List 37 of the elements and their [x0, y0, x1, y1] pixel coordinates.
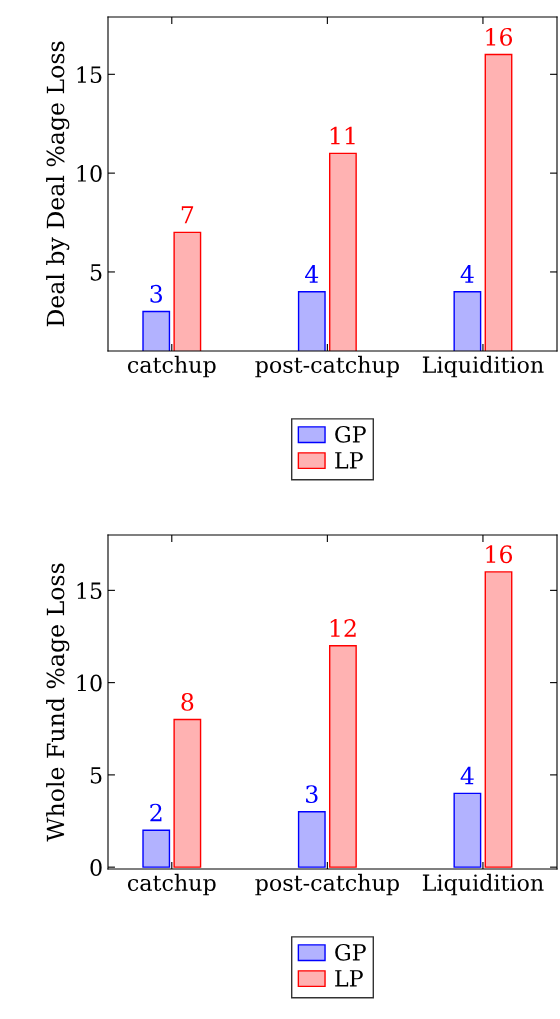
- bar: [329, 645, 357, 868]
- data-label: 16: [486, 545, 513, 564]
- bar: [484, 571, 513, 868]
- y-tick-label: 5: [90, 767, 102, 784]
- x-tick-label: catchup: [127, 355, 216, 378]
- data-label: 4: [460, 265, 474, 283]
- bar: [297, 811, 326, 868]
- y-tick-label: 0: [90, 859, 102, 876]
- y-tick-label: 10: [77, 674, 102, 692]
- bar: [142, 829, 171, 868]
- y-axis-title: Deal by Deal %age Loss: [46, 41, 70, 327]
- data-label: 8: [181, 692, 194, 711]
- y-tick-label: 15: [77, 66, 102, 84]
- data-label: 3: [306, 785, 318, 804]
- data-label: 2: [150, 803, 162, 822]
- x-tick-label: post-catchup: [255, 873, 399, 896]
- legend-label: LP: [335, 970, 363, 987]
- legend-label: LP: [335, 452, 363, 469]
- data-label: 16: [486, 27, 513, 46]
- legend-label: GP: [335, 425, 366, 443]
- data-label: 11: [330, 126, 355, 145]
- bar: [173, 718, 202, 868]
- y-tick-label: 10: [77, 165, 102, 182]
- x-tick-label: catchup: [127, 873, 216, 896]
- data-label: 4: [460, 766, 474, 785]
- x-tick-label: post-catchup: [255, 355, 399, 378]
- y-axis-title: Whole Fund %age Loss: [46, 563, 70, 842]
- y-tick-label: 5: [90, 264, 102, 281]
- legend-label: GP: [335, 943, 366, 961]
- y-tick-label: 15: [77, 582, 102, 600]
- data-label: 7: [181, 206, 194, 224]
- bar: [453, 792, 482, 868]
- data-label: 4: [305, 265, 319, 283]
- x-tick-label: Liquidition: [422, 355, 544, 378]
- data-label: 12: [330, 619, 356, 637]
- x-tick-label: Liquidition: [422, 873, 544, 896]
- data-label: 3: [150, 284, 162, 303]
